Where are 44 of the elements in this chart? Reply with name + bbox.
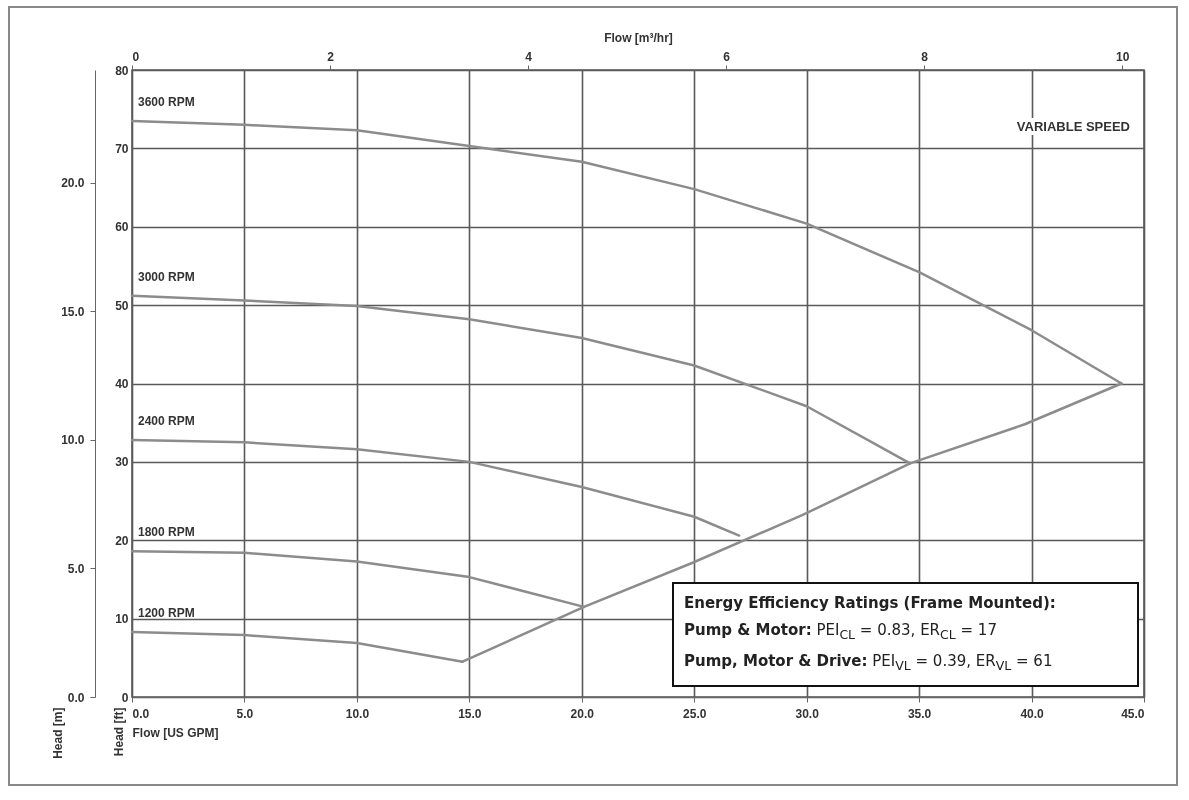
x-tick-label: 10.0 [345,706,370,721]
y-tick-label: 60 [115,220,129,235]
series-label: 1800 RPM [138,525,195,540]
x-tick-label: 40.0 [1020,706,1045,721]
x2-tick-label: 10 [1116,49,1130,64]
x-tick-label: 30.0 [795,706,820,721]
x2-tick-label: 8 [921,49,929,64]
series-label: 2400 RPM [138,413,195,428]
y-tick-label: 0 [121,690,129,705]
x2-axis-title: Flow [m³/hr] [604,30,673,45]
x-tick-label: 35.0 [907,706,932,721]
x-tick-label: 15.0 [458,706,482,721]
y-tick-label: 40 [115,377,129,391]
y2-tick-label: 15.0 [61,304,85,319]
x2-tick-label: 2 [327,49,335,64]
series-label: 3600 RPM [138,94,195,109]
annotation: Pump & Motor: PEI$_{CL}$ = 0.83, ER$_{CL}$ = 17 [684,620,998,644]
series-label: 1200 RPM [138,605,195,620]
y2-tick-label: 0.0 [67,690,85,705]
y-tick-label: 50 [115,298,129,313]
annotation: Pump, Motor & Drive: PEI$_{VL}$ = 0.39, ER$_{VL}$ = 61 [684,651,1054,675]
x-tick-label: 0.0 [132,706,150,721]
series-label: 3000 RPM [138,269,195,284]
x-tick-label: 5.0 [236,706,254,721]
x2-tick-label: 6 [723,49,731,64]
y2-tick-label: 5.0 [67,561,85,576]
y-tick-label: 10 [115,612,129,627]
x-tick-label: 25.0 [683,706,707,721]
y-tick-label: 20 [115,533,129,548]
y2-tick-label: 20.0 [61,176,85,191]
y2-axis-title: Head [m] [50,707,65,759]
x2-tick-label: 4 [525,49,533,64]
y2-tick-label: 10.0 [61,433,85,448]
y-axis-title: Head [ft] [111,707,126,757]
x-axis-title: Flow [US GPM] [132,725,219,740]
y-tick-label: 30 [115,455,129,470]
x-tick-label: 45.0 [1121,706,1145,721]
x2-tick-label: 0 [132,49,140,64]
annotation: VARIABLE SPEED [1013,118,1133,135]
annotation: Energy Efficiency Ratings (Frame Mounted): [684,593,1057,614]
x-tick-label: 20.0 [570,706,595,721]
y-tick-label: 80 [115,63,129,78]
y-tick-label: 70 [115,141,129,156]
note-box: Energy Efficiency Ratings (Frame Mounted): Pump & Motor: PEI$_{CL}$ = 0.83, ER$_{CL}$ = 17 Pump, Motor & Drive: PEI$_{VL}$ = 0.39, ER$_{VL}$ = 61 [672,582,1139,687]
